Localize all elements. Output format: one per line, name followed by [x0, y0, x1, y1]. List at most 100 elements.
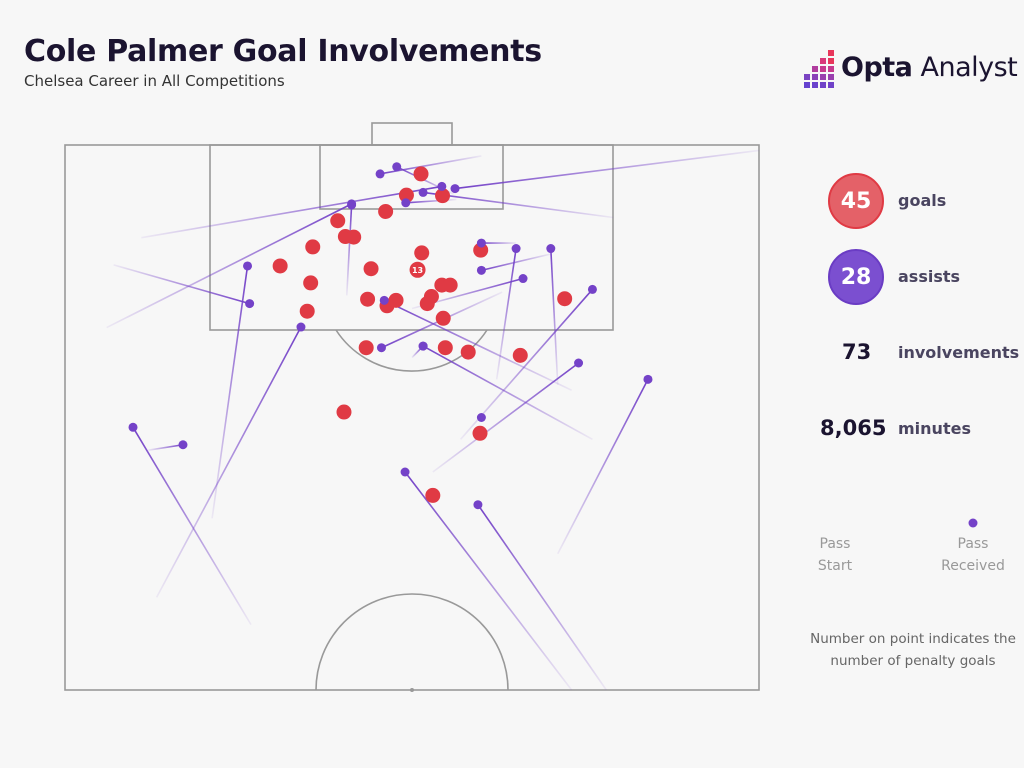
penalty-goal-marker: 13 — [409, 261, 426, 278]
assist-pass-line — [113, 264, 250, 305]
goal-point — [363, 261, 379, 277]
goal-point — [472, 425, 488, 441]
assist-pass-line — [404, 471, 573, 691]
minutes-label: minutes — [898, 419, 971, 438]
assist-received-point — [245, 299, 255, 309]
assist-received-point — [643, 374, 653, 384]
goal-point — [346, 229, 362, 245]
assist-pass-line — [383, 299, 572, 391]
logo-product: Analyst — [920, 52, 1018, 83]
goal-point — [272, 258, 288, 274]
assist-pass-line — [148, 443, 184, 451]
assist-received-point — [379, 295, 389, 305]
goal-point — [473, 242, 489, 258]
assist-markers — [128, 162, 653, 510]
assist-pass-line — [422, 345, 593, 441]
assist-received-point — [296, 322, 306, 332]
assist-received-point — [243, 261, 253, 271]
goal-point — [413, 166, 429, 182]
chart-title: Cole Palmer Goal Involvements — [24, 34, 542, 69]
assist-received-point — [518, 274, 528, 284]
pitch-outline — [64, 144, 760, 691]
assist-received-point — [587, 284, 597, 294]
goal-point — [299, 303, 315, 319]
assist-received-point — [473, 500, 483, 510]
legend-pass-received-label: Pass Received — [941, 536, 1005, 574]
involvements-value: 73 — [842, 340, 872, 364]
assist-received-point — [574, 358, 584, 368]
opta-logo-icon — [804, 50, 834, 88]
goal-point — [425, 487, 441, 503]
assist-pass-line — [481, 253, 551, 272]
logo-brand: Opta — [841, 52, 913, 83]
goal-point — [378, 203, 394, 219]
penalty-box — [209, 144, 614, 331]
goal-point — [442, 277, 458, 293]
penalty-goal-point — [409, 261, 426, 278]
goal-point — [360, 291, 376, 307]
assists-badge: 28 — [828, 249, 884, 305]
goal-point — [435, 188, 451, 204]
goal-point — [419, 296, 435, 312]
assist-received-point — [401, 198, 411, 208]
goal-point — [414, 245, 430, 261]
assists-label: assists — [898, 267, 961, 286]
assist-pass-line — [211, 265, 249, 519]
assist-received-point — [546, 244, 556, 254]
opta-analyst-logo: Opta Analyst — [798, 50, 1018, 92]
assist-received-point — [392, 162, 402, 172]
legend-pass — [836, 518, 978, 528]
assist-pass-line — [155, 326, 302, 598]
assist-received-point — [437, 181, 447, 191]
assist-pass-line — [557, 378, 649, 555]
assist-received-point — [128, 422, 138, 432]
assist-received-point — [511, 244, 521, 254]
assist-received-point — [178, 440, 188, 450]
assist-received-point — [400, 467, 410, 477]
assist-received-point — [450, 184, 460, 194]
penalty-goal-count: 13 — [412, 266, 423, 275]
goal-point — [305, 239, 321, 255]
minutes-value: 8,065 — [820, 416, 887, 440]
goal-point — [435, 310, 451, 326]
pitch-markings — [64, 122, 760, 692]
goal-point — [437, 340, 453, 356]
goal-point — [398, 187, 414, 203]
assist-received-point — [375, 169, 385, 179]
goal-point — [303, 275, 319, 291]
assist-pass-line — [405, 198, 457, 204]
penalty-note: Number on point indicates the number of … — [810, 631, 1016, 669]
assist-pass-line — [422, 191, 614, 219]
goal-point — [330, 213, 346, 229]
goal-point — [358, 340, 374, 356]
goals-badge: 45 — [828, 173, 884, 229]
assist-received-point — [376, 343, 386, 353]
assist-pass-line — [550, 248, 559, 385]
centre-circle — [315, 593, 509, 691]
assist-pass-line — [132, 426, 252, 626]
goals-label: goals — [898, 191, 947, 210]
goal-point — [336, 404, 352, 420]
assist-pass-line — [477, 504, 607, 691]
goal-point — [460, 344, 476, 360]
goal-point — [512, 347, 528, 363]
assist-pass-line — [141, 185, 442, 239]
legend-pass-received-dot — [968, 518, 978, 528]
assist-pass-line — [432, 362, 580, 473]
assist-pass-line — [106, 203, 352, 329]
assist-pass-line — [454, 149, 760, 190]
assist-received-point — [476, 238, 486, 248]
involvements-label: involvements — [898, 343, 1020, 362]
assist-received-point — [347, 200, 357, 210]
assist-received-point — [418, 187, 428, 197]
assist-received-point — [418, 341, 428, 351]
assist-lines — [106, 149, 760, 691]
centre-spot — [410, 688, 414, 692]
assist-received-point — [476, 265, 486, 275]
chart-subtitle: Chelsea Career in All Competitions — [24, 72, 285, 90]
goal — [371, 122, 453, 146]
logo-text: Opta Analyst — [841, 52, 1018, 83]
assist-pass-line — [345, 204, 353, 296]
assist-received-point — [476, 413, 486, 422]
